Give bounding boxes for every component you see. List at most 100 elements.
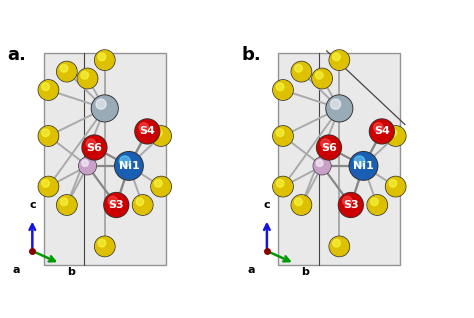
Text: a: a (247, 265, 255, 275)
Circle shape (39, 127, 58, 145)
Circle shape (79, 157, 96, 175)
Polygon shape (278, 53, 400, 265)
Circle shape (57, 61, 77, 82)
Circle shape (318, 136, 340, 159)
Circle shape (92, 96, 117, 121)
Text: b.: b. (242, 46, 261, 64)
Circle shape (39, 80, 58, 100)
Circle shape (42, 180, 49, 187)
Text: Ni1: Ni1 (353, 161, 374, 171)
Circle shape (57, 195, 77, 215)
Circle shape (42, 129, 49, 137)
Circle shape (82, 135, 107, 160)
Circle shape (369, 119, 394, 144)
Circle shape (151, 126, 171, 146)
Circle shape (368, 196, 387, 214)
Circle shape (60, 198, 68, 206)
Circle shape (292, 196, 311, 214)
Circle shape (95, 237, 114, 256)
Circle shape (133, 196, 152, 214)
Circle shape (276, 129, 284, 137)
Text: Ni1: Ni1 (118, 161, 139, 171)
Text: S4: S4 (374, 126, 390, 136)
Circle shape (313, 157, 331, 175)
Circle shape (312, 68, 332, 89)
Circle shape (38, 80, 59, 100)
Text: S3: S3 (109, 200, 124, 210)
Circle shape (115, 152, 143, 180)
Circle shape (39, 177, 58, 196)
Circle shape (316, 160, 323, 166)
Circle shape (108, 196, 118, 206)
Circle shape (152, 177, 171, 196)
Circle shape (343, 196, 352, 206)
Circle shape (82, 160, 88, 166)
Text: c: c (264, 200, 270, 210)
Circle shape (42, 83, 49, 91)
Circle shape (151, 176, 171, 197)
Circle shape (333, 239, 340, 247)
Circle shape (38, 176, 59, 197)
Circle shape (57, 196, 76, 214)
Circle shape (91, 95, 118, 122)
Circle shape (333, 53, 340, 61)
Circle shape (321, 139, 330, 148)
Circle shape (96, 99, 106, 109)
Circle shape (276, 180, 284, 187)
Circle shape (98, 239, 106, 247)
Circle shape (354, 156, 365, 167)
Circle shape (370, 120, 393, 143)
Text: b: b (67, 267, 75, 277)
Circle shape (276, 83, 284, 91)
Circle shape (338, 193, 363, 218)
Circle shape (350, 153, 377, 179)
Circle shape (327, 96, 352, 121)
Circle shape (326, 95, 353, 122)
Text: c: c (29, 200, 36, 210)
Circle shape (389, 180, 397, 187)
Circle shape (60, 65, 68, 72)
Text: S6: S6 (321, 142, 337, 153)
Circle shape (155, 129, 162, 137)
Circle shape (136, 198, 144, 206)
Circle shape (330, 99, 341, 109)
Circle shape (139, 123, 148, 132)
Circle shape (83, 136, 106, 159)
Circle shape (314, 158, 330, 174)
Circle shape (367, 195, 387, 215)
Circle shape (133, 195, 153, 215)
Circle shape (57, 62, 76, 81)
Circle shape (273, 127, 292, 145)
Circle shape (135, 119, 160, 144)
Circle shape (295, 198, 302, 206)
Circle shape (273, 126, 293, 146)
Circle shape (116, 153, 142, 179)
Circle shape (371, 198, 378, 206)
Circle shape (329, 236, 349, 257)
Text: b: b (301, 267, 309, 277)
Text: a.: a. (7, 46, 26, 64)
Text: a: a (12, 265, 20, 275)
Circle shape (136, 120, 159, 143)
Circle shape (95, 51, 114, 70)
Circle shape (349, 152, 378, 180)
Circle shape (95, 236, 115, 257)
Circle shape (329, 50, 349, 70)
Circle shape (77, 68, 98, 89)
Circle shape (339, 193, 363, 217)
Polygon shape (44, 53, 166, 265)
Circle shape (385, 176, 406, 197)
Circle shape (273, 80, 293, 100)
Text: S3: S3 (343, 200, 359, 210)
Circle shape (80, 158, 96, 174)
Circle shape (291, 195, 311, 215)
Circle shape (292, 62, 311, 81)
Circle shape (273, 80, 292, 100)
Circle shape (273, 177, 292, 196)
Circle shape (315, 72, 323, 79)
Circle shape (386, 127, 405, 145)
Circle shape (105, 193, 128, 217)
Circle shape (385, 126, 406, 146)
Circle shape (86, 139, 96, 148)
Circle shape (330, 51, 349, 70)
